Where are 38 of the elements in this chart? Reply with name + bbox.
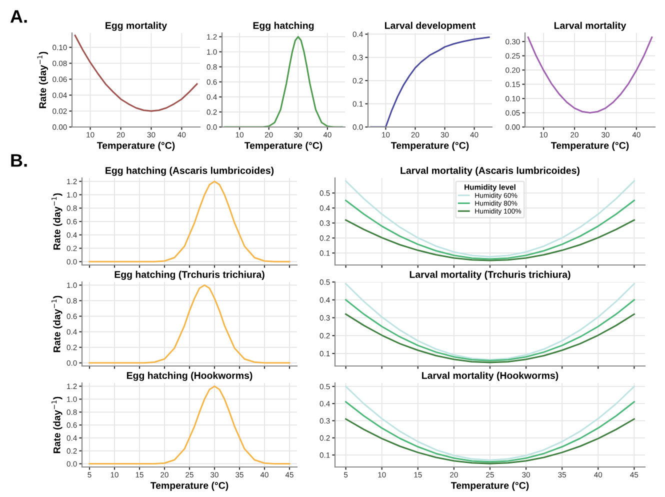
line-series <box>370 36 490 127</box>
x-axis-title: Temperature (°C) <box>550 142 629 151</box>
line-series <box>345 200 635 260</box>
chart-title: Egg mortality <box>106 22 168 31</box>
chart-title: Egg hatching <box>253 22 314 31</box>
line-series <box>345 313 635 364</box>
line-series <box>527 36 653 114</box>
line-series <box>345 180 635 258</box>
chart-title: Egg hatching (Trchuris trichiura) <box>114 270 264 280</box>
y-axis-title: Rate (day$^{−1}$) <box>37 52 48 108</box>
line-series <box>345 401 635 463</box>
x-axis-title: Temperature (°C) <box>450 482 529 491</box>
x-axis-title: Temperature (°C) <box>390 142 469 151</box>
line-series <box>88 385 290 465</box>
chart-title: Larval mortality (Trchuris trichiura) <box>410 270 570 280</box>
line-series <box>88 284 290 364</box>
x-axis-title: Temperature (°C) <box>96 142 175 151</box>
x-axis-title: Temperature (°C) <box>244 142 322 151</box>
y-axis-title: Rate (day$^{−1}$) <box>52 396 62 454</box>
line-series <box>345 283 635 361</box>
chart-title: Larval development <box>385 22 476 31</box>
line-series <box>88 180 290 262</box>
line-series <box>74 34 198 112</box>
chart-title: Larval mortality (Ascaris lumbricoides) <box>400 166 580 176</box>
y-axis-title: Rate (day$^{−1}$) <box>52 296 62 352</box>
line-series <box>345 299 635 362</box>
line-series <box>345 386 635 461</box>
line-series <box>224 36 343 127</box>
chart-title: Larval mortality <box>554 22 626 31</box>
line-series <box>345 418 635 464</box>
chart-title: Egg hatching (Ascaris lumbricoides) <box>106 166 274 176</box>
x-axis-title: Temperature (°C) <box>150 482 228 491</box>
y-axis-title: Rate (day$^{−1}$) <box>52 193 62 250</box>
text: B. <box>11 154 27 167</box>
text: A. <box>10 10 27 23</box>
chart-title: Larval mortality (Hookworms) <box>422 372 558 381</box>
chart-title: Egg hatching (Hookworms) <box>126 372 252 381</box>
line-series <box>345 219 635 262</box>
